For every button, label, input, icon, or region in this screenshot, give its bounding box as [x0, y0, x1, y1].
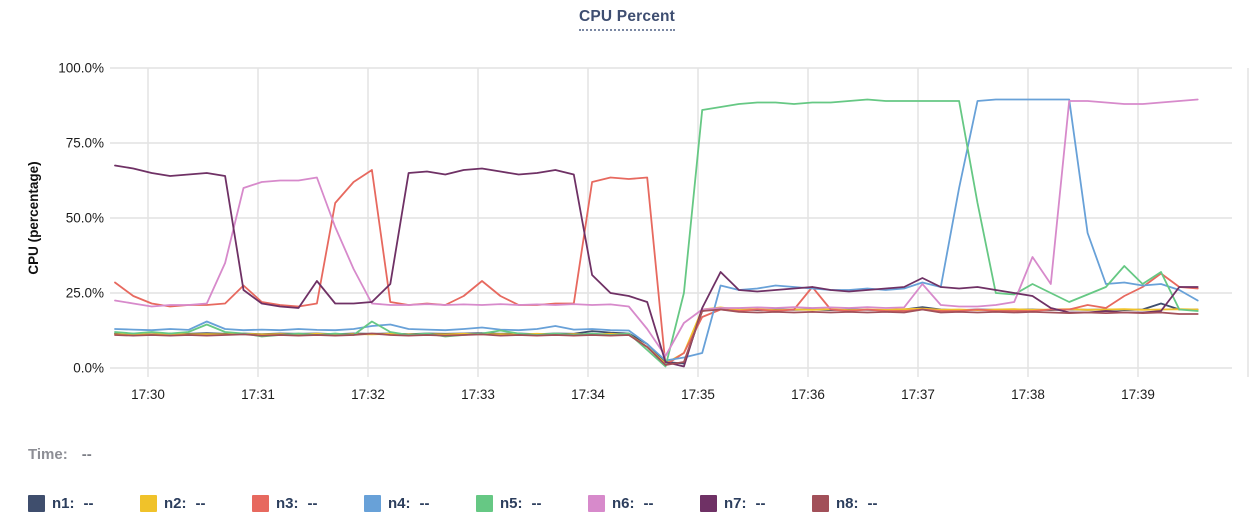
- legend-value: --: [867, 495, 878, 512]
- legend-value: --: [195, 495, 206, 512]
- legend-swatch: [476, 495, 493, 512]
- x-tick-label: 17:31: [241, 387, 275, 402]
- x-tick-label: 17:38: [1011, 387, 1045, 402]
- chart-series-lines: [114, 98, 1199, 368]
- time-value: --: [81, 446, 92, 463]
- legend-item-n4[interactable]: n4: --: [364, 495, 476, 512]
- legend-item-n6[interactable]: n6: --: [588, 495, 700, 512]
- series-legend: n1: -- n2: -- n3: -- n4: -- n5: -- n6: -- n7: -- n8: --: [28, 495, 924, 512]
- legend-value: --: [83, 495, 94, 512]
- series-line-n4: [114, 98, 1199, 362]
- x-tick-label: 17:32: [351, 387, 385, 402]
- x-tick-label: 17:39: [1121, 387, 1155, 402]
- legend-label: n3:: [276, 495, 299, 512]
- series-line-n6: [114, 98, 1199, 357]
- cpu-line-chart[interactable]: 0.0% 25.0% 50.0% 75.0% 100.0% 17:30 17:31 17:32…: [0, 0, 1254, 420]
- series-line-n8: [114, 308, 1199, 366]
- y-axis-title: CPU (percentage): [26, 161, 41, 274]
- legend-label: n7:: [724, 495, 747, 512]
- y-tick-label: 25.0%: [66, 286, 104, 301]
- legend-item-n3[interactable]: n3: --: [252, 495, 364, 512]
- legend-value: --: [531, 495, 542, 512]
- x-tick-label: 17:33: [461, 387, 495, 402]
- legend-item-n2[interactable]: n2: --: [140, 495, 252, 512]
- legend-swatch: [140, 495, 157, 512]
- x-tick-label: 17:37: [901, 387, 935, 402]
- legend-label: n1:: [52, 495, 75, 512]
- time-label: Time:: [28, 446, 68, 463]
- chart-axis-labels: 0.0% 25.0% 50.0% 75.0% 100.0% 17:30 17:31 17:32…: [58, 61, 1155, 403]
- time-readout-row: Time: --: [28, 446, 92, 463]
- legend-value: --: [307, 495, 318, 512]
- legend-item-n5[interactable]: n5: --: [476, 495, 588, 512]
- legend-item-n1[interactable]: n1: --: [28, 495, 140, 512]
- legend-value: --: [419, 495, 430, 512]
- legend-swatch: [252, 495, 269, 512]
- legend-swatch: [812, 495, 829, 512]
- y-tick-label: 100.0%: [58, 61, 104, 76]
- legend-label: n4:: [388, 495, 411, 512]
- series-line-n7: [114, 164, 1199, 368]
- legend-item-n8[interactable]: n8: --: [812, 495, 924, 512]
- y-tick-label: 50.0%: [66, 211, 104, 226]
- legend-value: --: [643, 495, 654, 512]
- series-line-n5: [114, 98, 1199, 368]
- chart-gridlines: [110, 67, 1249, 377]
- legend-label: n6:: [612, 495, 635, 512]
- x-tick-label: 17:35: [681, 387, 715, 402]
- legend-swatch: [364, 495, 381, 512]
- series-line-n3: [114, 169, 1199, 366]
- y-tick-label: 0.0%: [73, 361, 104, 376]
- legend-swatch: [700, 495, 717, 512]
- legend-item-n7[interactable]: n7: --: [700, 495, 812, 512]
- chart-title[interactable]: CPU Percent: [578, 8, 676, 31]
- chart-header: CPU Percent: [0, 8, 1254, 31]
- legend-label: n8:: [836, 495, 859, 512]
- y-tick-label: 75.0%: [66, 136, 104, 151]
- x-tick-label: 17:34: [571, 387, 605, 402]
- legend-swatch: [28, 495, 45, 512]
- legend-value: --: [755, 495, 766, 512]
- x-tick-label: 17:30: [131, 387, 165, 402]
- legend-swatch: [588, 495, 605, 512]
- legend-label: n5:: [500, 495, 523, 512]
- legend-label: n2:: [164, 495, 187, 512]
- x-tick-label: 17:36: [791, 387, 825, 402]
